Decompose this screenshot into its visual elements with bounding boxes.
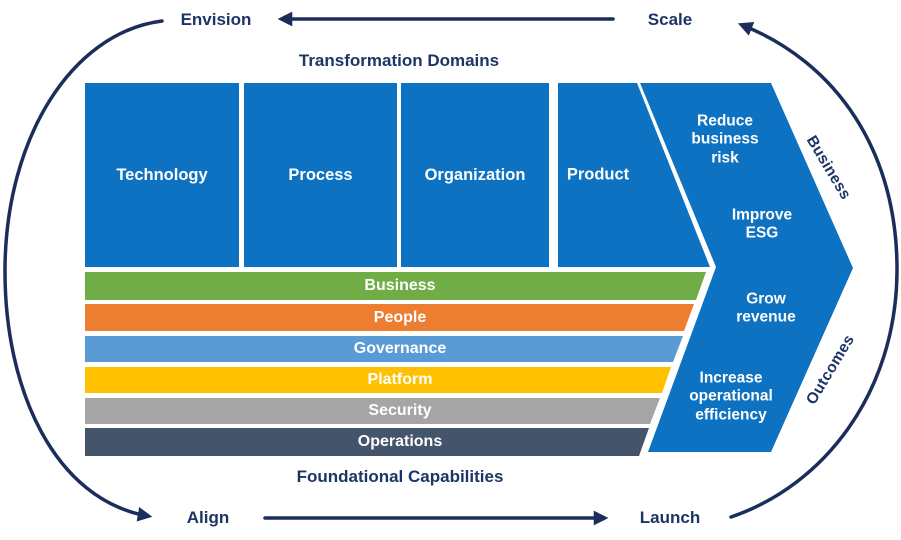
domain-box-process: Process <box>244 83 397 267</box>
capability-label-security: Security <box>368 402 432 419</box>
capability-bar-operations: Operations <box>85 428 649 456</box>
capability-bar-people: People <box>85 304 694 331</box>
cycle-label-launch: Launch <box>639 508 701 527</box>
domain-box-organization: Organization <box>401 83 549 267</box>
capability-label-platform: Platform <box>367 371 433 388</box>
capability-label-people: People <box>373 308 427 326</box>
capability-bar-security: Security <box>85 398 660 424</box>
outcome-increase-operational-efficiency: Increase operational efficiency <box>689 369 773 424</box>
domain-label-technology: Technology <box>116 165 208 184</box>
domain-label-product: Product <box>566 165 630 184</box>
capability-bar-business: Business <box>85 272 706 300</box>
domain-label-organization: Organization <box>424 165 526 184</box>
capability-label-business: Business <box>364 277 436 294</box>
launch-to-scale-arc <box>729 21 899 519</box>
capability-bar-platform: Platform <box>85 367 671 393</box>
domain-label-process: Process <box>288 165 353 184</box>
capability-label-operations: Operations <box>357 433 443 450</box>
cycle-label-envision: Envision <box>180 10 252 29</box>
outcome-grow-revenue: Grow revenue <box>736 290 796 326</box>
foundational-capabilities-title: Foundational Capabilities <box>296 467 504 486</box>
transformation-domains-title: Transformation Domains <box>298 51 500 70</box>
cycle-label-scale: Scale <box>647 10 693 29</box>
outcome-improve-esg: Improve ESG <box>731 206 793 242</box>
envision-to-align-arc <box>3 19 164 522</box>
cycle-label-align: Align <box>186 508 230 527</box>
domain-box-technology: Technology <box>85 83 239 267</box>
capability-bar-governance: Governance <box>85 336 683 362</box>
capability-label-governance: Governance <box>353 340 447 357</box>
outcome-reduce-business-risk: Reduce business risk <box>691 112 759 167</box>
